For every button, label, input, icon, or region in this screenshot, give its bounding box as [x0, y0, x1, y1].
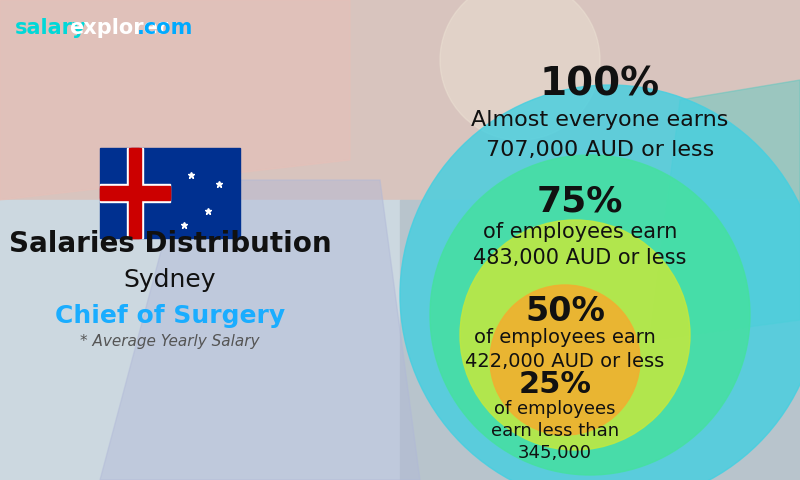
Polygon shape [650, 80, 800, 340]
Bar [100, 186, 170, 200]
Polygon shape [100, 180, 420, 480]
Text: Sydney: Sydney [124, 268, 216, 292]
Text: 100%: 100% [540, 65, 660, 103]
Text: of employees earn: of employees earn [474, 328, 656, 347]
Text: * Average Yearly Salary: * Average Yearly Salary [80, 334, 260, 349]
Text: of employees: of employees [494, 400, 616, 418]
Polygon shape [0, 0, 800, 200]
Bar [100, 184, 170, 202]
Text: salary: salary [15, 18, 86, 38]
Text: 50%: 50% [525, 295, 605, 328]
Text: Chief of Surgery: Chief of Surgery [55, 304, 285, 328]
Text: 345,000: 345,000 [518, 444, 592, 462]
Bar [130, 148, 141, 238]
Text: Almost everyone earns: Almost everyone earns [471, 110, 729, 130]
Bar [100, 148, 240, 238]
Text: earn less than: earn less than [491, 422, 619, 440]
Text: 707,000 AUD or less: 707,000 AUD or less [486, 140, 714, 160]
Circle shape [460, 220, 690, 450]
Text: explorer: explorer [69, 18, 168, 38]
Circle shape [440, 0, 600, 140]
Text: .com: .com [137, 18, 194, 38]
Text: Salaries Distribution: Salaries Distribution [9, 230, 331, 258]
Polygon shape [0, 0, 350, 200]
Text: 422,000 AUD or less: 422,000 AUD or less [466, 352, 665, 371]
Bar [126, 148, 143, 238]
Text: 75%: 75% [537, 185, 623, 219]
Text: 483,000 AUD or less: 483,000 AUD or less [474, 248, 686, 268]
Text: of employees earn: of employees earn [483, 222, 677, 242]
Text: 25%: 25% [518, 370, 591, 399]
Bar [131, 148, 139, 238]
Circle shape [430, 155, 750, 475]
Circle shape [490, 285, 640, 435]
Polygon shape [400, 200, 800, 480]
Polygon shape [0, 200, 400, 480]
Bar [100, 188, 170, 198]
Circle shape [400, 85, 800, 480]
